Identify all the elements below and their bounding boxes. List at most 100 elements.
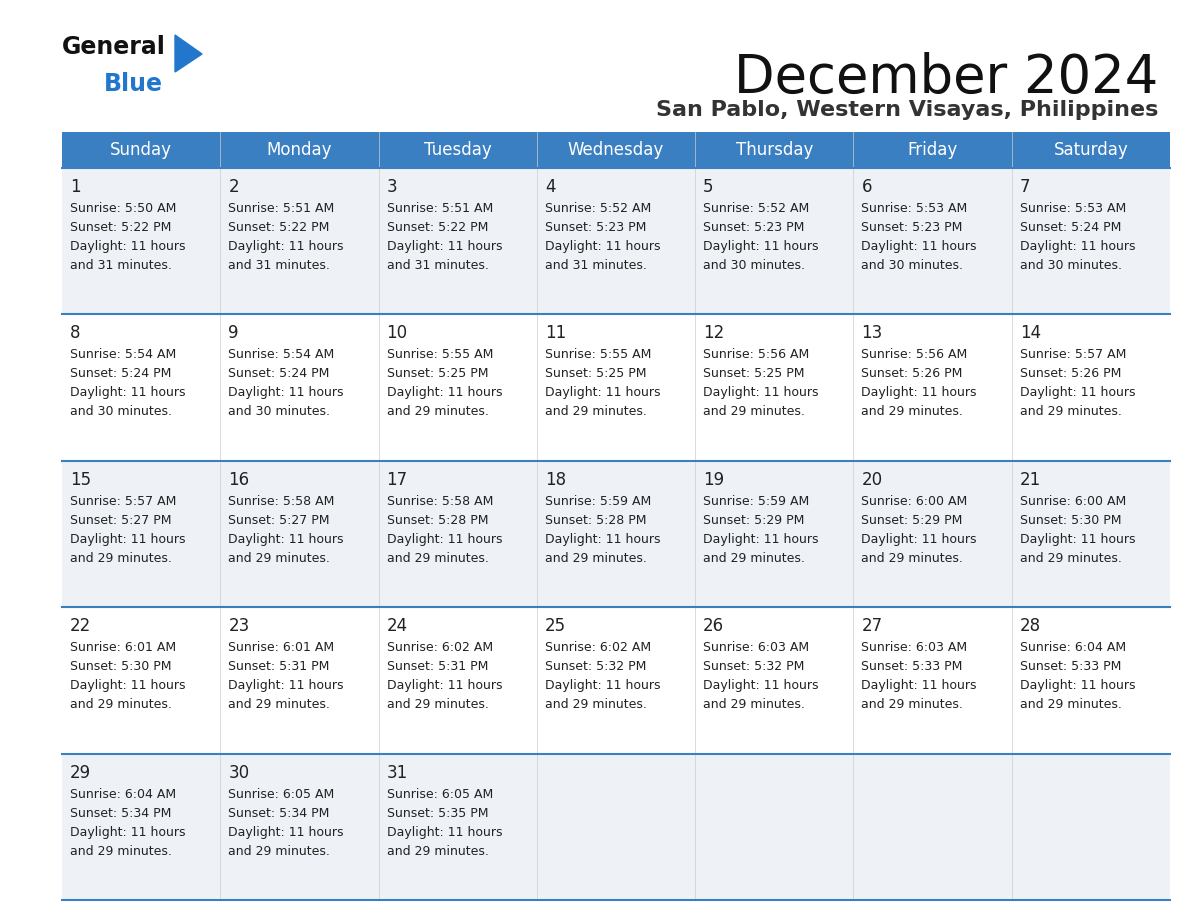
Text: Sunset: 5:26 PM: Sunset: 5:26 PM xyxy=(1019,367,1121,380)
Text: Sunset: 5:29 PM: Sunset: 5:29 PM xyxy=(861,514,962,527)
Text: Sunrise: 5:58 AM: Sunrise: 5:58 AM xyxy=(386,495,493,508)
Text: Sunset: 5:27 PM: Sunset: 5:27 PM xyxy=(70,514,171,527)
Text: and 29 minutes.: and 29 minutes. xyxy=(228,699,330,711)
Text: 31: 31 xyxy=(386,764,407,781)
Text: Sunrise: 5:57 AM: Sunrise: 5:57 AM xyxy=(70,495,176,508)
Text: and 29 minutes.: and 29 minutes. xyxy=(1019,552,1121,565)
Text: and 29 minutes.: and 29 minutes. xyxy=(545,552,646,565)
Text: Sunrise: 6:05 AM: Sunrise: 6:05 AM xyxy=(386,788,493,800)
Text: Sunset: 5:32 PM: Sunset: 5:32 PM xyxy=(545,660,646,673)
Text: Sunset: 5:25 PM: Sunset: 5:25 PM xyxy=(703,367,804,380)
Text: Daylight: 11 hours: Daylight: 11 hours xyxy=(861,532,977,546)
Text: Sunset: 5:31 PM: Sunset: 5:31 PM xyxy=(228,660,329,673)
Text: Sunrise: 5:53 AM: Sunrise: 5:53 AM xyxy=(861,202,968,215)
Text: and 29 minutes.: and 29 minutes. xyxy=(861,699,963,711)
Text: Sunrise: 6:05 AM: Sunrise: 6:05 AM xyxy=(228,788,335,800)
Text: 15: 15 xyxy=(70,471,91,488)
Text: Sunrise: 6:02 AM: Sunrise: 6:02 AM xyxy=(386,641,493,655)
Text: Daylight: 11 hours: Daylight: 11 hours xyxy=(861,240,977,253)
Text: Sunset: 5:24 PM: Sunset: 5:24 PM xyxy=(1019,221,1121,234)
Text: 20: 20 xyxy=(861,471,883,488)
Text: Daylight: 11 hours: Daylight: 11 hours xyxy=(70,386,185,399)
Text: and 31 minutes.: and 31 minutes. xyxy=(545,259,646,272)
Text: and 29 minutes.: and 29 minutes. xyxy=(228,845,330,857)
Text: Daylight: 11 hours: Daylight: 11 hours xyxy=(703,240,819,253)
Text: and 29 minutes.: and 29 minutes. xyxy=(70,552,172,565)
Text: Sunrise: 5:58 AM: Sunrise: 5:58 AM xyxy=(228,495,335,508)
Text: Sunset: 5:29 PM: Sunset: 5:29 PM xyxy=(703,514,804,527)
Text: Sunday: Sunday xyxy=(110,141,172,159)
Bar xyxy=(62,314,1170,461)
Text: and 29 minutes.: and 29 minutes. xyxy=(861,406,963,419)
Text: Daylight: 11 hours: Daylight: 11 hours xyxy=(228,825,343,839)
Text: Sunrise: 5:53 AM: Sunrise: 5:53 AM xyxy=(1019,202,1126,215)
Text: Daylight: 11 hours: Daylight: 11 hours xyxy=(386,240,503,253)
Text: Sunset: 5:34 PM: Sunset: 5:34 PM xyxy=(70,807,171,820)
Text: 25: 25 xyxy=(545,617,565,635)
Text: Sunset: 5:33 PM: Sunset: 5:33 PM xyxy=(861,660,962,673)
Text: Sunset: 5:24 PM: Sunset: 5:24 PM xyxy=(228,367,329,380)
Text: 10: 10 xyxy=(386,324,407,342)
Text: Sunrise: 6:00 AM: Sunrise: 6:00 AM xyxy=(1019,495,1126,508)
Text: Sunrise: 5:55 AM: Sunrise: 5:55 AM xyxy=(386,349,493,362)
Text: Daylight: 11 hours: Daylight: 11 hours xyxy=(545,386,661,399)
Text: and 29 minutes.: and 29 minutes. xyxy=(386,406,488,419)
Text: 8: 8 xyxy=(70,324,81,342)
Text: Sunrise: 6:04 AM: Sunrise: 6:04 AM xyxy=(1019,641,1126,655)
Text: 29: 29 xyxy=(70,764,91,781)
Text: Sunset: 5:31 PM: Sunset: 5:31 PM xyxy=(386,660,488,673)
Text: 18: 18 xyxy=(545,471,565,488)
Bar xyxy=(62,168,1170,314)
Text: and 29 minutes.: and 29 minutes. xyxy=(386,552,488,565)
Text: and 29 minutes.: and 29 minutes. xyxy=(703,406,805,419)
Text: Sunrise: 6:00 AM: Sunrise: 6:00 AM xyxy=(861,495,968,508)
Text: 19: 19 xyxy=(703,471,725,488)
Text: and 30 minutes.: and 30 minutes. xyxy=(1019,259,1121,272)
Text: and 30 minutes.: and 30 minutes. xyxy=(703,259,805,272)
Text: 12: 12 xyxy=(703,324,725,342)
Text: Sunrise: 6:03 AM: Sunrise: 6:03 AM xyxy=(861,641,967,655)
Text: Sunrise: 5:54 AM: Sunrise: 5:54 AM xyxy=(70,349,176,362)
Text: Daylight: 11 hours: Daylight: 11 hours xyxy=(1019,532,1136,546)
Text: 22: 22 xyxy=(70,617,91,635)
Text: Sunset: 5:25 PM: Sunset: 5:25 PM xyxy=(386,367,488,380)
Text: Sunset: 5:22 PM: Sunset: 5:22 PM xyxy=(228,221,329,234)
Text: 26: 26 xyxy=(703,617,725,635)
Text: 1: 1 xyxy=(70,178,81,196)
Text: Sunset: 5:22 PM: Sunset: 5:22 PM xyxy=(386,221,488,234)
Text: Sunset: 5:22 PM: Sunset: 5:22 PM xyxy=(70,221,171,234)
Text: Daylight: 11 hours: Daylight: 11 hours xyxy=(70,825,185,839)
Text: Daylight: 11 hours: Daylight: 11 hours xyxy=(1019,679,1136,692)
Text: Wednesday: Wednesday xyxy=(568,141,664,159)
Text: Sunrise: 5:56 AM: Sunrise: 5:56 AM xyxy=(703,349,809,362)
Text: 17: 17 xyxy=(386,471,407,488)
Text: Blue: Blue xyxy=(105,72,163,96)
Text: Sunrise: 6:01 AM: Sunrise: 6:01 AM xyxy=(228,641,334,655)
Text: Daylight: 11 hours: Daylight: 11 hours xyxy=(70,532,185,546)
Text: San Pablo, Western Visayas, Philippines: San Pablo, Western Visayas, Philippines xyxy=(656,100,1158,120)
Text: 24: 24 xyxy=(386,617,407,635)
Text: Daylight: 11 hours: Daylight: 11 hours xyxy=(545,240,661,253)
Text: Sunrise: 6:02 AM: Sunrise: 6:02 AM xyxy=(545,641,651,655)
Text: and 29 minutes.: and 29 minutes. xyxy=(70,699,172,711)
Text: 14: 14 xyxy=(1019,324,1041,342)
Text: Daylight: 11 hours: Daylight: 11 hours xyxy=(861,679,977,692)
Text: and 29 minutes.: and 29 minutes. xyxy=(70,845,172,857)
Text: Sunrise: 5:59 AM: Sunrise: 5:59 AM xyxy=(703,495,809,508)
Text: Sunrise: 5:54 AM: Sunrise: 5:54 AM xyxy=(228,349,335,362)
Text: Sunrise: 5:55 AM: Sunrise: 5:55 AM xyxy=(545,349,651,362)
Text: Daylight: 11 hours: Daylight: 11 hours xyxy=(70,679,185,692)
Text: and 30 minutes.: and 30 minutes. xyxy=(861,259,963,272)
Text: Sunrise: 5:51 AM: Sunrise: 5:51 AM xyxy=(228,202,335,215)
Text: Sunset: 5:34 PM: Sunset: 5:34 PM xyxy=(228,807,329,820)
Text: Daylight: 11 hours: Daylight: 11 hours xyxy=(386,386,503,399)
Text: 7: 7 xyxy=(1019,178,1030,196)
Text: Sunset: 5:25 PM: Sunset: 5:25 PM xyxy=(545,367,646,380)
Text: 4: 4 xyxy=(545,178,555,196)
Text: and 29 minutes.: and 29 minutes. xyxy=(1019,699,1121,711)
Text: Sunrise: 5:51 AM: Sunrise: 5:51 AM xyxy=(386,202,493,215)
Text: Daylight: 11 hours: Daylight: 11 hours xyxy=(386,679,503,692)
Bar xyxy=(62,132,1170,168)
Text: and 30 minutes.: and 30 minutes. xyxy=(228,406,330,419)
Text: and 29 minutes.: and 29 minutes. xyxy=(1019,406,1121,419)
